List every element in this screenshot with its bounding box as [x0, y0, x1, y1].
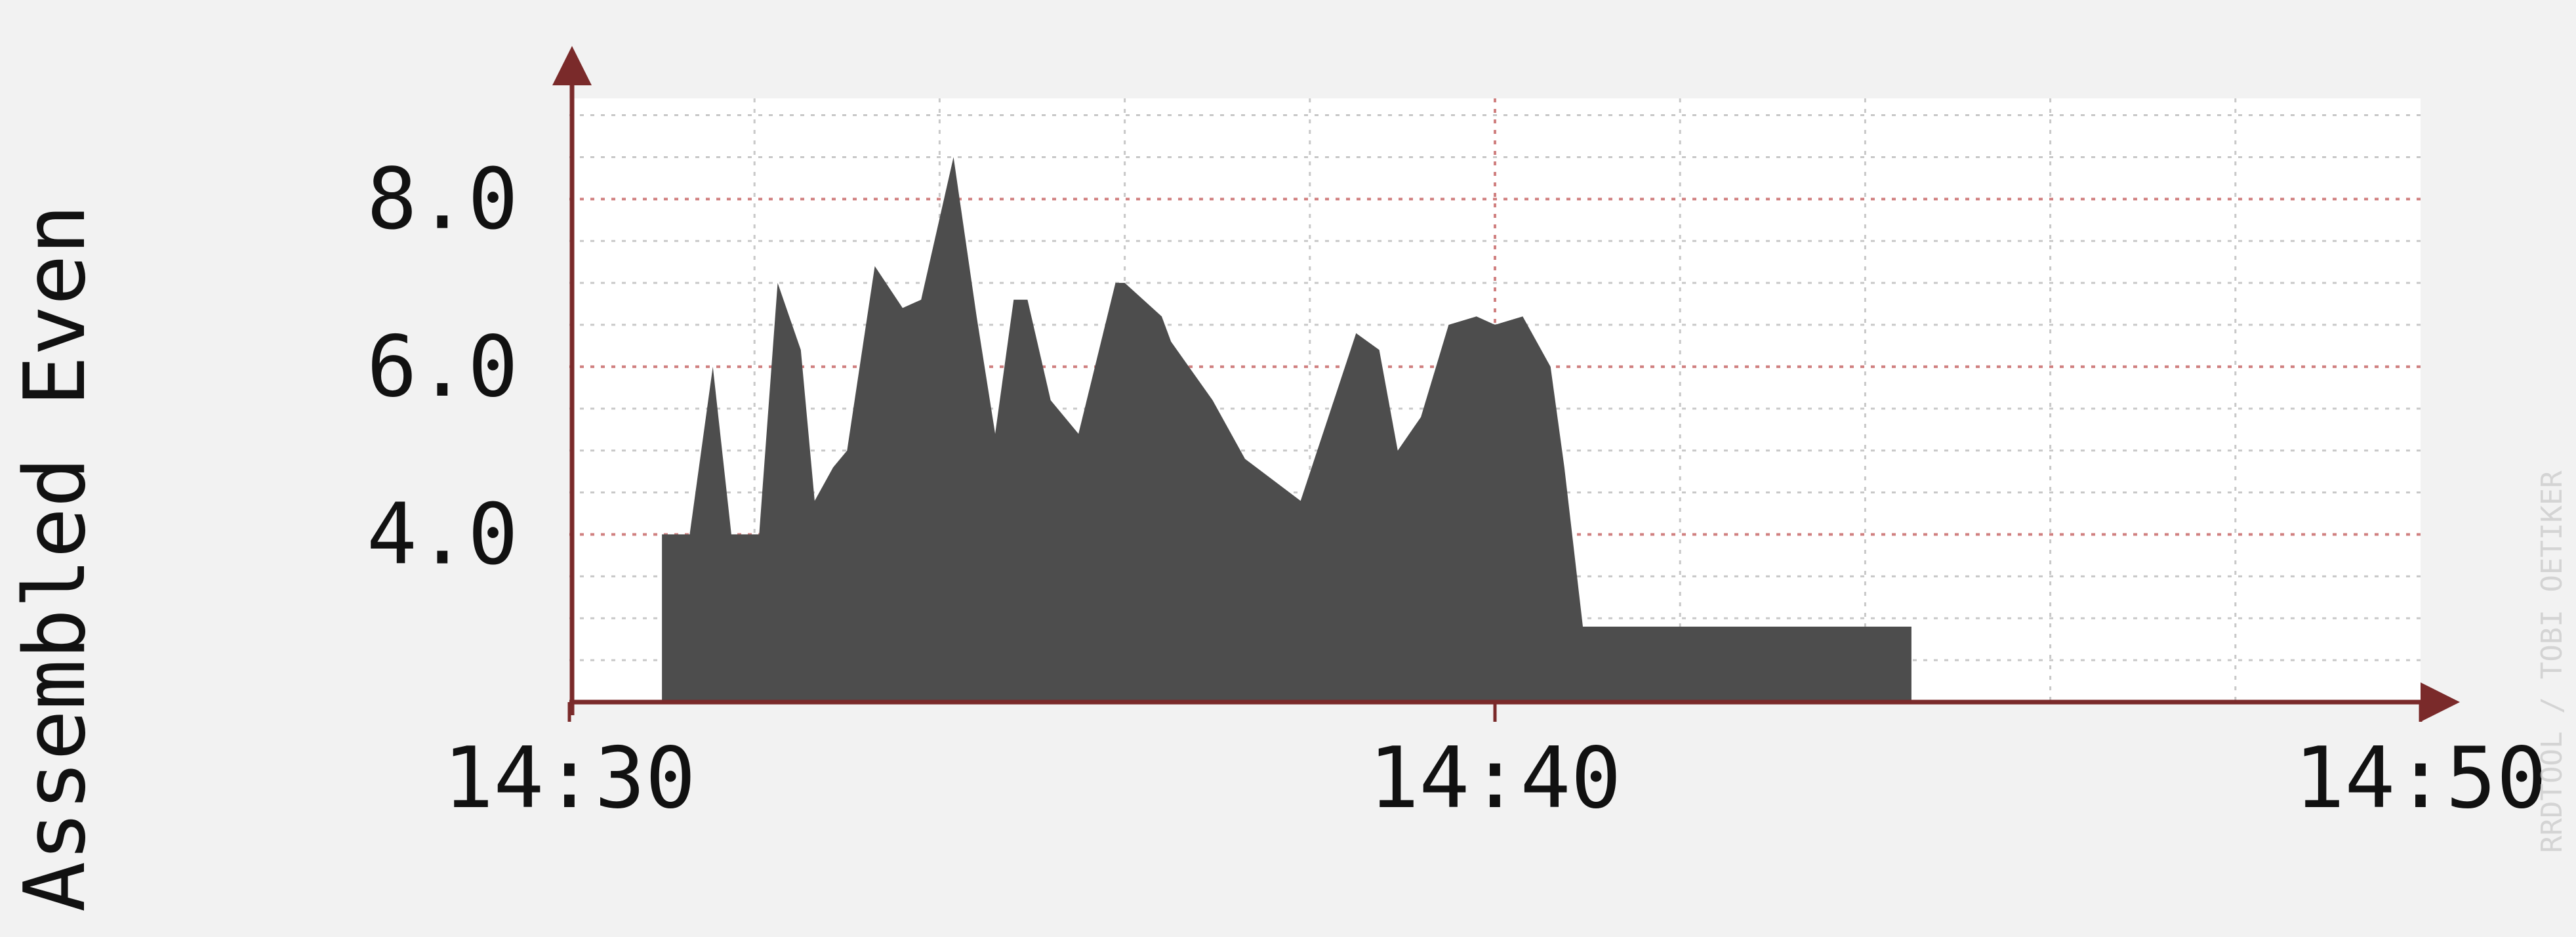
y-axis-label: Assembled Even: [7, 204, 104, 912]
x-axis-arrowhead: [2421, 682, 2460, 722]
tick-labels: 4.0 6.0 8.0 14:30 14:40 14:50: [367, 150, 2547, 827]
axes: [552, 46, 2460, 722]
x-tick-label: 14:50: [2294, 730, 2546, 827]
right-watermark: RRDTOOL / TOBI OETIKER: [2535, 470, 2569, 853]
y-tick-label: 4.0: [367, 486, 518, 583]
series-area: [662, 157, 1912, 702]
data-area: [662, 157, 1912, 702]
x-tick-label: 14:40: [1368, 730, 1621, 827]
y-axis-arrowhead: [552, 46, 592, 85]
y-tick-label: 6.0: [367, 318, 518, 416]
x-tick-label: 14:30: [443, 730, 695, 827]
y-tick-label: 8.0: [367, 150, 518, 248]
